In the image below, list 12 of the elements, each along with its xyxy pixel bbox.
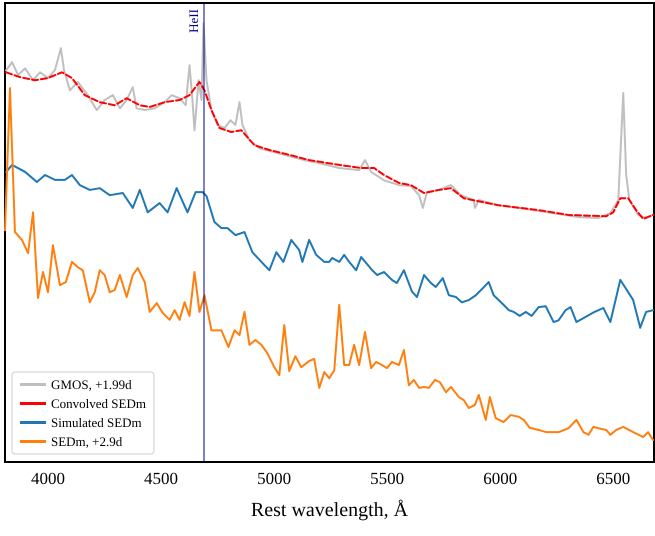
x-tick-label: 5000 bbox=[257, 469, 292, 488]
x-tick-label: 6500 bbox=[596, 469, 630, 488]
x-tick-label: 4500 bbox=[144, 469, 178, 488]
legend-label: SEDm, +2.9d bbox=[51, 434, 123, 449]
x-tick-label: 4000 bbox=[30, 469, 65, 488]
legend-label: GMOS, +1.99d bbox=[51, 377, 132, 392]
legend-label: Convolved SEDm bbox=[51, 396, 146, 411]
x-axis-title: Rest wavelength, Å bbox=[250, 499, 409, 521]
x-tick-label: 6000 bbox=[483, 469, 518, 488]
x-tick-label: 5500 bbox=[370, 469, 404, 488]
ref-line-label: HeII bbox=[186, 9, 201, 33]
legend-label: Simulated SEDm bbox=[51, 415, 142, 430]
